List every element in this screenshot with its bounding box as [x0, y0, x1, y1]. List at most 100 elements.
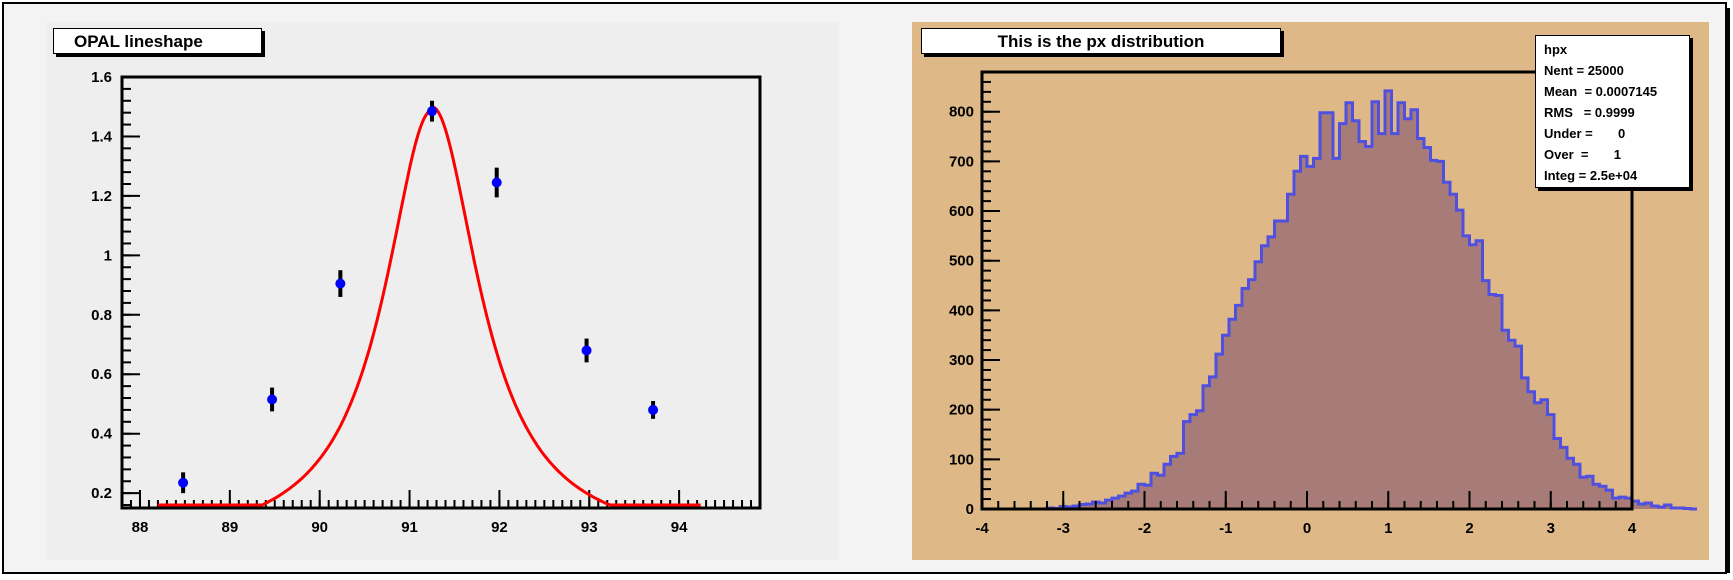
hist-bin — [1313, 158, 1321, 510]
hist-bin — [1508, 340, 1516, 509]
hist-bin — [1463, 235, 1470, 509]
y-tick-label: 600 — [949, 203, 974, 220]
stats-nent: Nent = 25000 — [1544, 63, 1624, 78]
hist-bin — [1404, 118, 1412, 510]
hist-bin — [1606, 490, 1613, 509]
canvas-shadow-right — [1725, 8, 1730, 573]
y-tick-label: 1.2 — [91, 188, 112, 205]
y-tick-label: 700 — [949, 153, 974, 170]
hist-bin — [1443, 182, 1451, 510]
hist-bin — [1411, 109, 1418, 509]
hist-bin — [1554, 438, 1561, 509]
hist-bin — [1424, 147, 1431, 509]
hist-bin — [1625, 498, 1633, 509]
data-point — [427, 106, 438, 117]
hist-bin — [1326, 112, 1334, 509]
hist-bin — [1307, 166, 1314, 509]
stats-mean: Mean = 0.0007145 — [1544, 84, 1658, 99]
hist-bin — [1359, 141, 1366, 509]
hist-bin — [1138, 484, 1145, 509]
left-chart-title: OPAL lineshape — [53, 28, 262, 54]
y-tick-label: 800 — [949, 104, 974, 121]
hist-bin — [1398, 102, 1405, 509]
hist-bin — [1632, 501, 1639, 509]
hist-bin — [1430, 160, 1438, 509]
x-tick-label: 91 — [401, 519, 418, 536]
hist-bin — [1216, 354, 1223, 509]
hist-bin — [1528, 391, 1535, 509]
y-tick-label: 0.2 — [91, 485, 112, 502]
hist-bin — [1229, 319, 1236, 509]
x-tick-label: 92 — [491, 519, 508, 536]
hist-bin — [1170, 456, 1178, 509]
hist-bin — [1515, 346, 1522, 509]
hist-bin — [1261, 245, 1269, 509]
hist-bin — [1580, 477, 1587, 509]
hist-bin — [1365, 146, 1373, 509]
x-tick-label: 1 — [1384, 520, 1392, 537]
hist-bin — [1300, 156, 1308, 509]
hist-bin — [1190, 414, 1197, 509]
data-point — [335, 278, 346, 289]
hist-bin — [1242, 288, 1249, 509]
hist-bin — [1287, 194, 1295, 509]
hist-bin — [1274, 220, 1282, 509]
hist-bin — [1112, 498, 1119, 509]
y-tick-label: 300 — [949, 352, 974, 369]
hist-bin — [1209, 376, 1217, 509]
hist-bin — [1086, 504, 1093, 509]
hist-bin — [1586, 476, 1594, 509]
hist-bin — [1391, 133, 1399, 509]
y-tick-label: 100 — [949, 451, 974, 468]
hist-bin — [1638, 504, 1646, 509]
hist-bin — [1372, 101, 1379, 509]
hist-bin — [1320, 112, 1327, 509]
hist-bin — [1183, 421, 1191, 509]
stats-over: Over = 1 — [1544, 147, 1621, 162]
plot-frame — [120, 75, 762, 510]
x-tick-label: 2 — [1465, 520, 1473, 537]
hist-bin — [1131, 491, 1139, 509]
hist-bin — [1489, 294, 1496, 509]
hist-bin — [1346, 102, 1353, 509]
hist-bin — [1255, 261, 1262, 509]
hist-bin — [1118, 496, 1126, 509]
hist-bin — [1476, 240, 1483, 509]
x-tick-label: -3 — [1057, 520, 1070, 537]
hist-bin — [1534, 402, 1542, 509]
hist-bin — [1521, 377, 1529, 509]
stats-rms: RMS = 0.9999 — [1544, 105, 1635, 120]
hist-bin — [1573, 464, 1581, 509]
hist-bin — [1151, 473, 1158, 509]
hist-bin — [1105, 500, 1113, 509]
hist-bin — [1248, 279, 1256, 509]
x-tick-label: -4 — [975, 520, 989, 537]
hist-bin — [1203, 385, 1210, 509]
hist-bin — [1333, 158, 1340, 510]
y-tick-label: 200 — [949, 402, 974, 419]
x-tick-label: 88 — [132, 519, 149, 536]
hist-bin — [1144, 485, 1152, 509]
hist-bin — [1664, 505, 1672, 509]
stats-under: Under = 0 — [1544, 126, 1626, 141]
hist-bin — [1164, 464, 1171, 509]
px-distribution-chart: -4 -3 -2 -1 0 1 2 3 4 0 100 200 300 400 500 600 700 800 — [949, 70, 1697, 537]
hist-bin — [1294, 171, 1301, 509]
left-pad[interactable]: 88 89 90 91 92 93 94 0.2 0.4 0.6 0.8 1 1.2 1.4 1.6 — [46, 22, 838, 560]
x-tick-label: -1 — [1219, 520, 1232, 537]
y-tick-label: 1.6 — [91, 69, 112, 86]
hist-bin — [1196, 410, 1204, 509]
hist-bin — [1502, 330, 1509, 509]
hist-bin — [1560, 447, 1568, 509]
hist-bin — [1157, 475, 1165, 509]
right-chart-title: This is the px distribution — [921, 28, 1281, 54]
y-tick-label: 0.6 — [91, 366, 112, 383]
hist-bin — [1235, 305, 1243, 509]
opal-lineshape-chart: 88 89 90 91 92 93 94 0.2 0.4 0.6 0.8 1 1.2 1.4 1.6 — [91, 69, 762, 536]
hist-bin — [1619, 497, 1626, 509]
hist-bin — [1281, 220, 1288, 509]
hist-bin — [1593, 484, 1600, 509]
hist-bin — [1222, 335, 1230, 509]
data-point — [178, 477, 189, 488]
hist-bin — [1450, 194, 1457, 509]
